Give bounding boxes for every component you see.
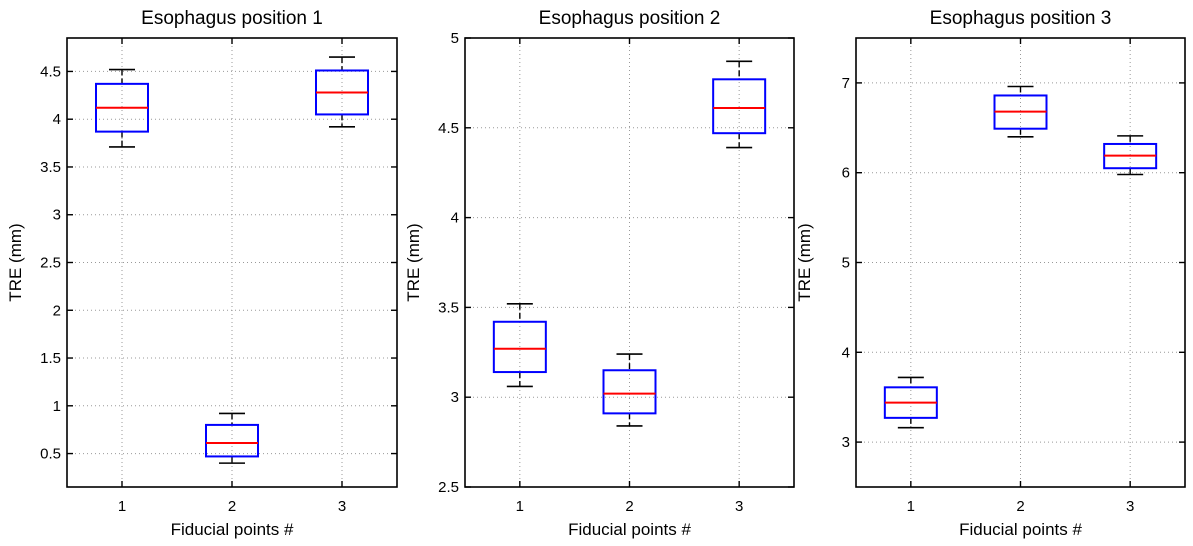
y-tick-label: 7 xyxy=(842,75,850,92)
x-tick-label: 2 xyxy=(1016,498,1024,515)
y-tick-label: 4 xyxy=(451,210,459,227)
x-axis-label: Fiducial points # xyxy=(171,520,294,539)
y-tick-label: 1.5 xyxy=(40,350,61,367)
x-tick-label: 2 xyxy=(228,498,236,515)
x-tick-label: 1 xyxy=(516,498,524,515)
chart-title: Esophagus position 1 xyxy=(141,8,323,29)
y-tick-label: 5 xyxy=(451,30,459,47)
y-tick-label: 3.5 xyxy=(40,159,61,176)
x-axis-label: Fiducial points # xyxy=(959,520,1082,539)
box-1 xyxy=(95,68,149,148)
x-tick-label: 3 xyxy=(1126,498,1134,515)
y-tick-label: 2.5 xyxy=(438,479,459,496)
y-tick-label: 4 xyxy=(53,111,61,128)
y-tick-label: 0.5 xyxy=(40,446,61,463)
x-tick-label: 2 xyxy=(625,498,633,515)
x-axis-label: Fiducial points # xyxy=(568,520,691,539)
y-tick-label: 4.5 xyxy=(40,63,61,80)
y-tick-label: 3 xyxy=(451,389,459,406)
x-tick-label: 3 xyxy=(338,498,346,515)
box-2 xyxy=(602,353,657,427)
box-3 xyxy=(1103,135,1158,176)
y-tick-label: 2 xyxy=(53,302,61,319)
iqr-box xyxy=(492,320,547,374)
box-1 xyxy=(883,376,938,429)
iqr-box xyxy=(602,369,657,415)
box-2 xyxy=(993,85,1048,138)
y-tick-label: 1 xyxy=(53,398,61,415)
y-tick-label: 4 xyxy=(842,344,850,361)
x-tick-label: 1 xyxy=(118,498,126,515)
box-3 xyxy=(712,60,767,149)
chart-title: Esophagus position 2 xyxy=(539,8,721,29)
y-tick-label: 5 xyxy=(842,255,850,272)
iqr-box xyxy=(205,423,259,458)
y-axis-label: TRE (mm) xyxy=(795,223,814,301)
box-2 xyxy=(205,412,259,464)
panel-1: 0.5 1 1.5 2 2.5 3 3.5 4 4.5 1 2 3 Esophagus position… xyxy=(6,8,398,539)
panel-2: 2.5 3 3.5 4 4.5 5 1 2 3 Esophagus position 2 Fiduc… xyxy=(404,8,795,539)
panel-3: 3 4 5 6 7 1 2 3 Esophagus position 3 Fiducial poi… xyxy=(795,8,1186,539)
iqr-box xyxy=(712,78,767,135)
x-tick-label: 3 xyxy=(735,498,743,515)
y-tick-label: 4.5 xyxy=(438,120,459,137)
y-axis-label: TRE (mm) xyxy=(6,223,25,301)
chart-title: Esophagus position 3 xyxy=(930,8,1112,29)
y-tick-label: 3 xyxy=(842,434,850,451)
y-tick-label: 2.5 xyxy=(40,255,61,272)
y-tick-label: 3 xyxy=(53,207,61,224)
y-tick-label: 3.5 xyxy=(438,299,459,316)
x-tick-label: 1 xyxy=(907,498,915,515)
box-3 xyxy=(315,56,369,128)
box-1 xyxy=(492,303,547,388)
y-tick-label: 6 xyxy=(842,165,850,182)
y-axis-label: TRE (mm) xyxy=(404,223,423,301)
